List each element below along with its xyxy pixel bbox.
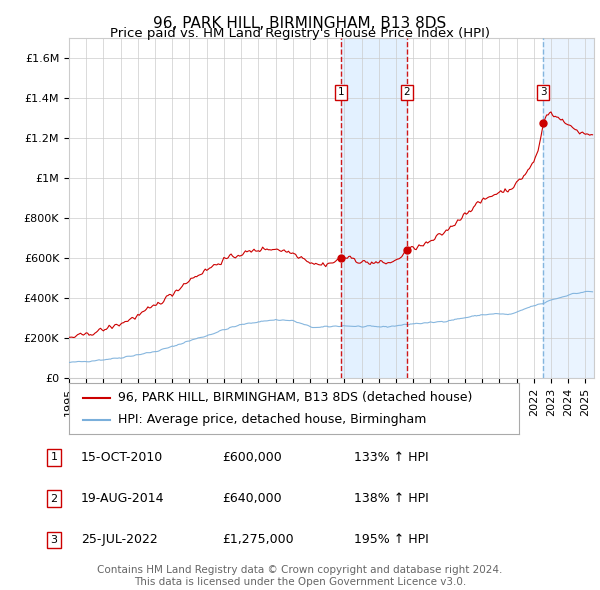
Text: Price paid vs. HM Land Registry's House Price Index (HPI): Price paid vs. HM Land Registry's House … [110,27,490,40]
Text: 2: 2 [50,494,58,503]
Text: £640,000: £640,000 [222,492,281,505]
Text: 2: 2 [404,87,410,97]
Text: HPI: Average price, detached house, Birmingham: HPI: Average price, detached house, Birm… [119,413,427,426]
Text: 3: 3 [50,535,58,545]
Bar [544,38,594,378]
Text: 3: 3 [540,87,547,97]
Text: 19-AUG-2014: 19-AUG-2014 [81,492,164,505]
Text: 138% ↑ HPI: 138% ↑ HPI [354,492,429,505]
Text: 1: 1 [50,453,58,462]
Text: 133% ↑ HPI: 133% ↑ HPI [354,451,428,464]
Text: 195% ↑ HPI: 195% ↑ HPI [354,533,429,546]
Text: Contains HM Land Registry data © Crown copyright and database right 2024.
This d: Contains HM Land Registry data © Crown c… [97,565,503,587]
Text: 96, PARK HILL, BIRMINGHAM, B13 8DS (detached house): 96, PARK HILL, BIRMINGHAM, B13 8DS (deta… [119,391,473,404]
Text: 1: 1 [337,87,344,97]
Text: £600,000: £600,000 [222,451,282,464]
Text: 96, PARK HILL, BIRMINGHAM, B13 8DS: 96, PARK HILL, BIRMINGHAM, B13 8DS [154,16,446,31]
Text: 25-JUL-2022: 25-JUL-2022 [81,533,158,546]
Text: 15-OCT-2010: 15-OCT-2010 [81,451,163,464]
Bar [341,38,407,378]
Text: £1,275,000: £1,275,000 [222,533,293,546]
